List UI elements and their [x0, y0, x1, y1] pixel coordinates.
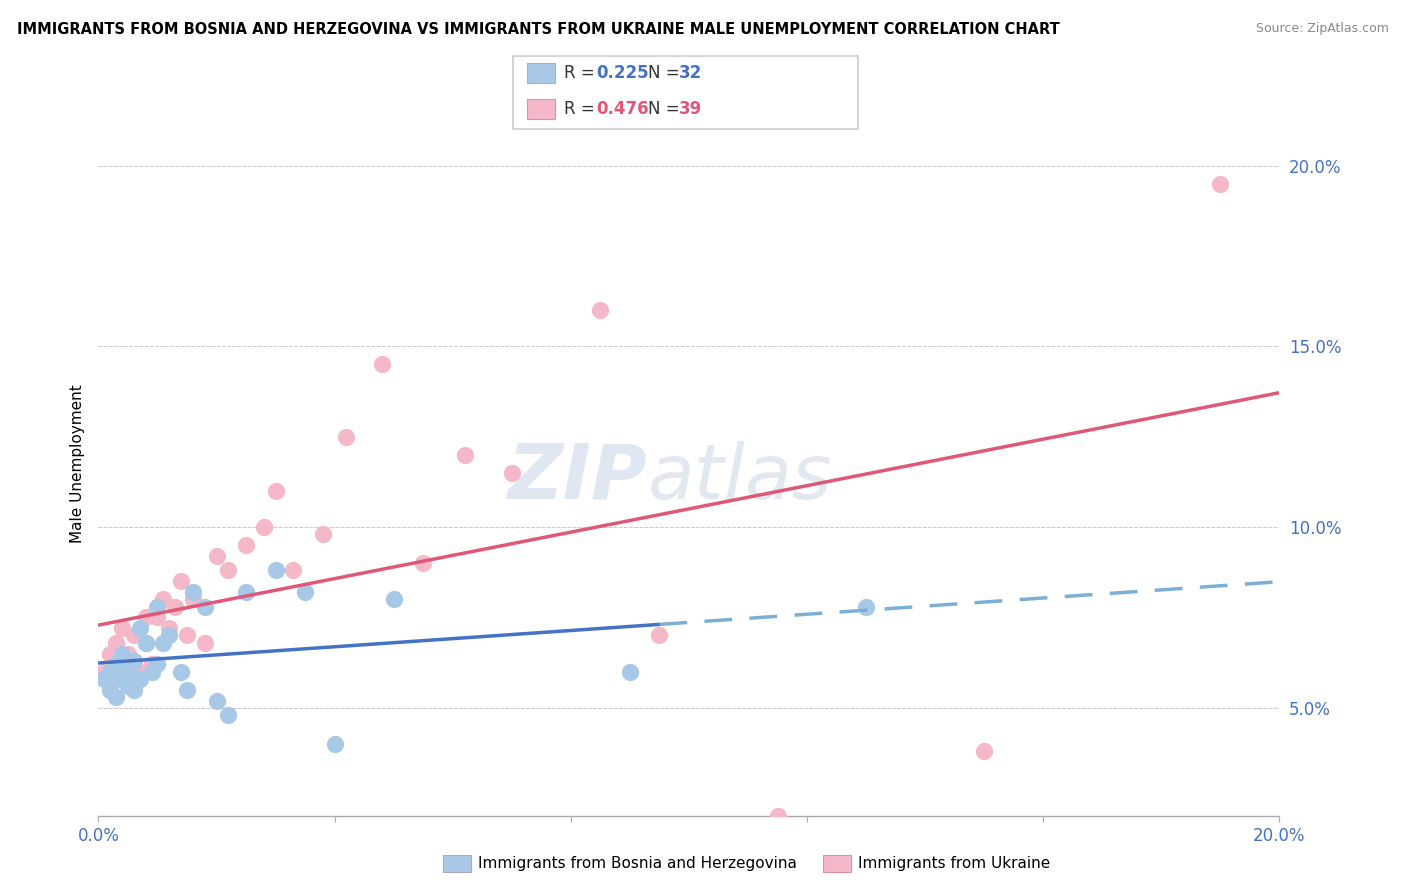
- Point: [146, 657, 169, 672]
- Y-axis label: Male Unemployment: Male Unemployment: [69, 384, 84, 543]
- Point: [146, 610, 169, 624]
- Point: [98, 682, 121, 697]
- Point: [371, 358, 394, 372]
- Point: [194, 599, 217, 614]
- Point: [264, 483, 287, 498]
- Point: [146, 599, 169, 614]
- Point: [453, 448, 475, 462]
- Point: [152, 636, 174, 650]
- Point: [98, 665, 121, 679]
- Point: [264, 564, 287, 578]
- Point: [235, 585, 257, 599]
- Text: Immigrants from Bosnia and Herzegovina: Immigrants from Bosnia and Herzegovina: [478, 856, 797, 871]
- Point: [181, 585, 204, 599]
- Point: [135, 636, 157, 650]
- Point: [165, 599, 187, 614]
- Point: [157, 621, 180, 635]
- Point: [111, 672, 134, 686]
- Point: [117, 672, 139, 686]
- Point: [117, 647, 139, 661]
- Point: [117, 665, 139, 679]
- Point: [141, 665, 163, 679]
- Point: [176, 628, 198, 642]
- Point: [128, 621, 150, 635]
- Point: [323, 737, 346, 751]
- Point: [205, 693, 228, 707]
- Point: [105, 672, 128, 686]
- Text: IMMIGRANTS FROM BOSNIA AND HERZEGOVINA VS IMMIGRANTS FROM UKRAINE MALE UNEMPLOYM: IMMIGRANTS FROM BOSNIA AND HERZEGOVINA V…: [17, 22, 1060, 37]
- Point: [128, 672, 150, 686]
- Text: 39: 39: [679, 100, 703, 118]
- Point: [98, 647, 121, 661]
- Point: [283, 564, 305, 578]
- Point: [111, 657, 134, 672]
- Text: 32: 32: [679, 64, 703, 82]
- Text: Source: ZipAtlas.com: Source: ZipAtlas.com: [1256, 22, 1389, 36]
- Point: [648, 628, 671, 642]
- Point: [501, 466, 523, 480]
- Point: [1209, 177, 1232, 191]
- Point: [382, 592, 405, 607]
- Text: 0.476: 0.476: [596, 100, 648, 118]
- Point: [122, 682, 145, 697]
- Point: [93, 665, 115, 679]
- Point: [170, 574, 193, 589]
- Text: atlas: atlas: [648, 441, 832, 515]
- Point: [135, 610, 157, 624]
- Point: [128, 665, 150, 679]
- Point: [181, 592, 204, 607]
- Point: [111, 621, 134, 635]
- Text: N =: N =: [648, 64, 685, 82]
- Point: [117, 679, 139, 693]
- Point: [294, 585, 316, 599]
- Point: [93, 672, 115, 686]
- Point: [766, 809, 789, 823]
- Point: [170, 665, 193, 679]
- Point: [122, 628, 145, 642]
- Point: [335, 430, 357, 444]
- Point: [217, 564, 239, 578]
- Text: R =: R =: [564, 64, 600, 82]
- Point: [105, 690, 128, 704]
- Point: [205, 549, 228, 563]
- Text: R =: R =: [564, 100, 600, 118]
- Point: [973, 744, 995, 758]
- Point: [235, 538, 257, 552]
- Text: 0.225: 0.225: [596, 64, 648, 82]
- Point: [98, 682, 121, 697]
- Point: [122, 654, 145, 668]
- Point: [312, 527, 335, 541]
- Point: [855, 599, 877, 614]
- Point: [253, 520, 276, 534]
- Point: [111, 647, 134, 661]
- Text: N =: N =: [648, 100, 685, 118]
- Point: [412, 556, 434, 570]
- Point: [141, 657, 163, 672]
- Point: [135, 636, 157, 650]
- Point: [217, 708, 239, 723]
- Point: [176, 682, 198, 697]
- Point: [157, 628, 180, 642]
- Point: [619, 665, 641, 679]
- Text: Immigrants from Ukraine: Immigrants from Ukraine: [858, 856, 1050, 871]
- Point: [194, 636, 217, 650]
- Point: [105, 657, 128, 672]
- Point: [105, 636, 128, 650]
- Text: ZIP: ZIP: [508, 441, 648, 515]
- Point: [152, 592, 174, 607]
- Point: [589, 303, 612, 318]
